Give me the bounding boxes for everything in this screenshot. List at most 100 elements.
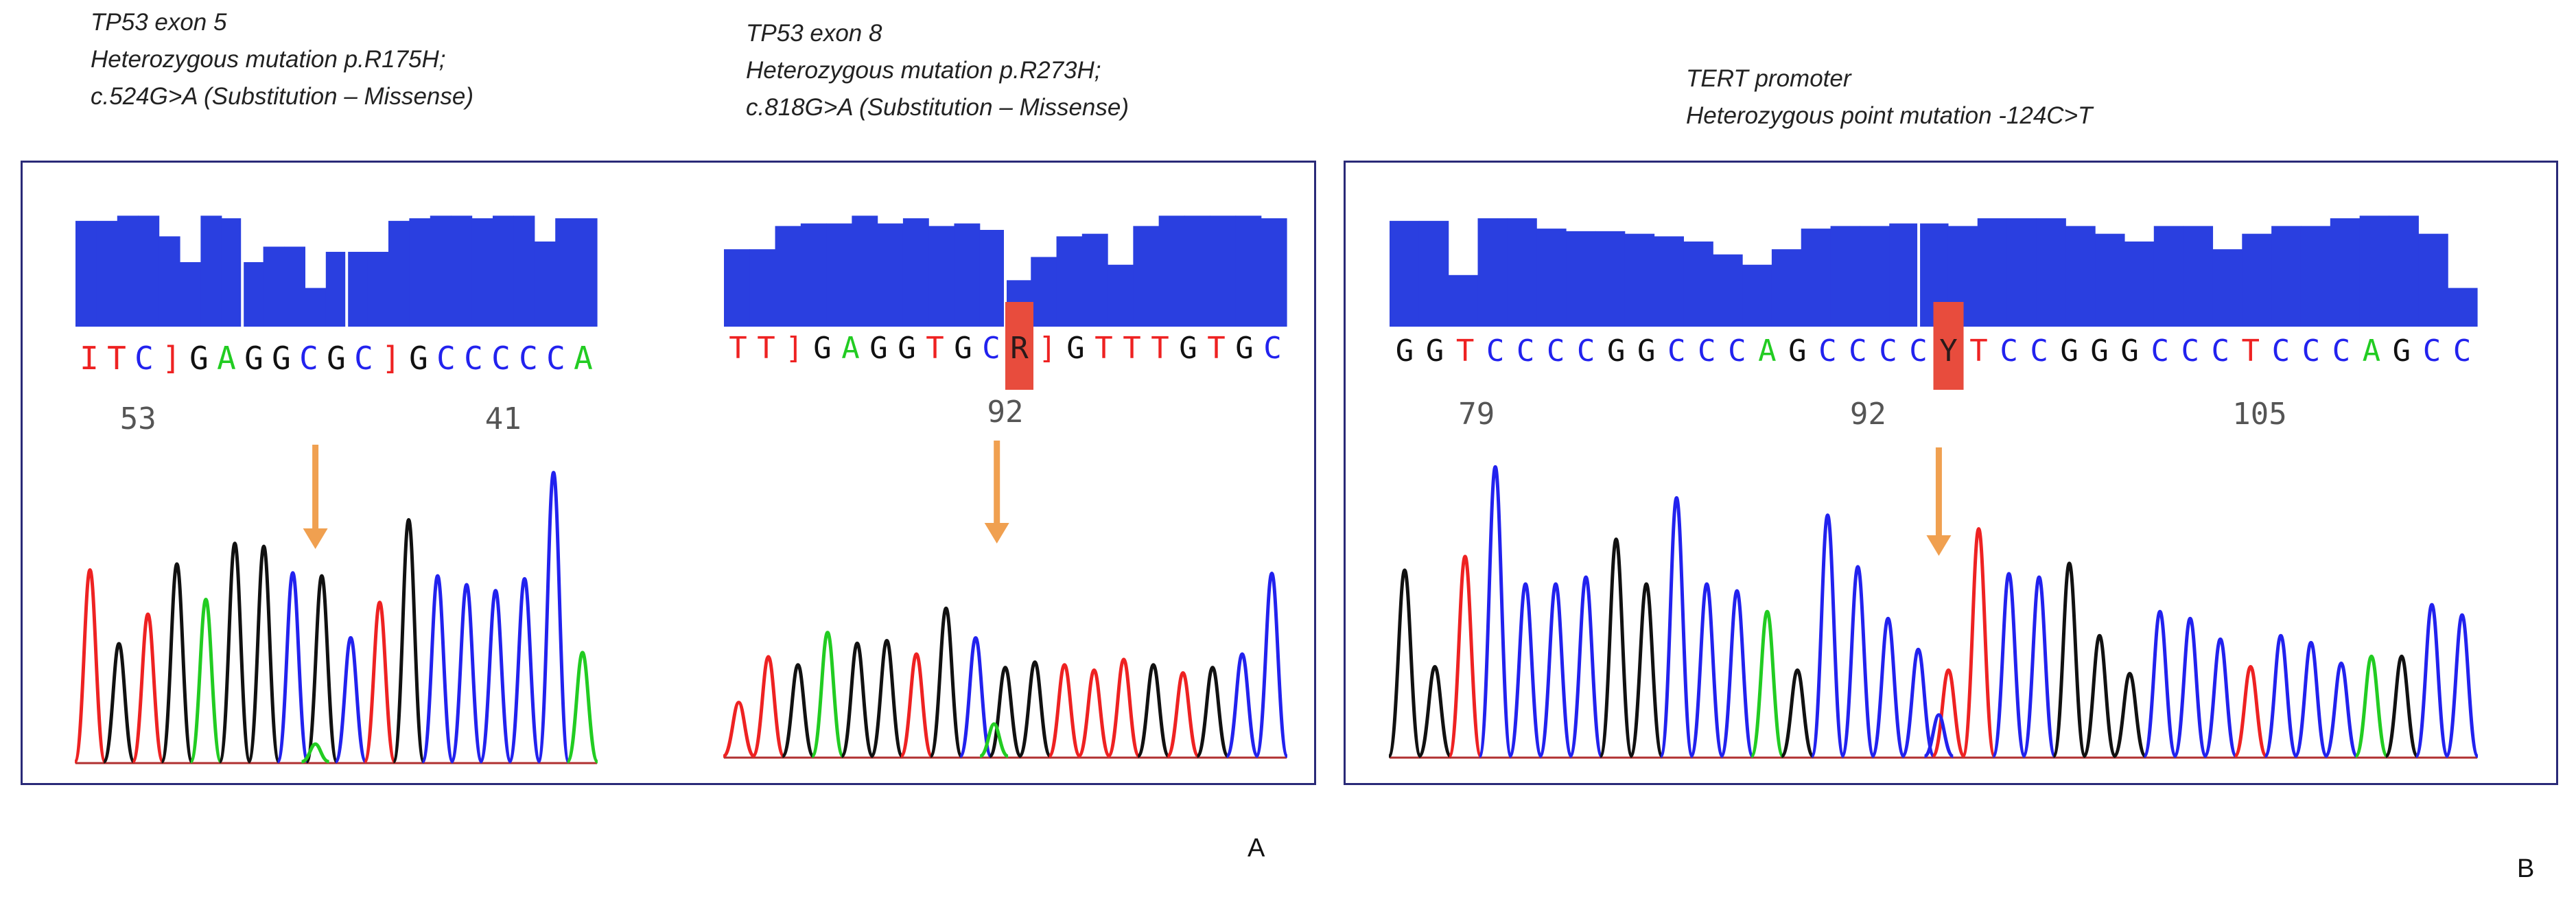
trace-peak <box>869 638 904 758</box>
mutation-arrow <box>303 445 328 549</box>
trace-peak <box>1047 663 1082 758</box>
trace-peak <box>1628 582 1664 758</box>
mutation-arrow <box>1926 447 1952 556</box>
trace-peak <box>1961 527 1997 758</box>
base-call: A <box>841 331 860 366</box>
base-call: T <box>757 331 775 366</box>
trace-peak <box>362 600 397 764</box>
trace-peak <box>1538 582 1573 758</box>
trace-peak <box>958 636 993 758</box>
panel-a-frame <box>21 161 1316 785</box>
trace-peak <box>1077 668 1112 758</box>
quality-bar <box>1448 274 1479 327</box>
quality-bar <box>471 218 493 327</box>
base-call: G <box>954 331 972 366</box>
quality-bar <box>159 236 180 327</box>
trace-peak <box>537 471 571 764</box>
trace-peak <box>2173 616 2208 758</box>
trace-peak <box>1568 575 1604 758</box>
trace-peak <box>2323 661 2359 758</box>
base-call: Y <box>1939 334 1958 369</box>
trace-peak <box>1106 657 1141 758</box>
quality-bar <box>1771 249 1802 327</box>
trace-peak <box>1689 582 1724 758</box>
base-call: C <box>1818 334 1837 369</box>
caption-line: Heterozygous point mutation -124C>T <box>1686 102 2093 129</box>
quality-bar <box>1081 233 1108 327</box>
trace-peak <box>2263 633 2299 758</box>
quality-bar <box>979 230 1006 327</box>
base-call: C <box>1728 334 1746 369</box>
quality-bar <box>1477 218 1508 327</box>
trace-peak <box>722 701 756 758</box>
trace-peak <box>2022 575 2057 758</box>
trace-peak <box>449 583 484 764</box>
quality-bar <box>180 262 201 327</box>
trace-peak <box>1779 668 1815 758</box>
trace-peak <box>1165 670 1200 758</box>
quality-bar <box>1210 215 1237 327</box>
base-call: T <box>1969 334 1988 369</box>
trace-peak <box>131 612 165 764</box>
base-call: G <box>1607 334 1626 369</box>
quality-bar <box>388 220 410 327</box>
trace-peak <box>189 598 223 764</box>
panel-label-b: B <box>2517 854 2535 883</box>
quality-bar <box>2036 218 2066 327</box>
base-call: G <box>1788 334 1807 369</box>
base-call: ] <box>785 331 804 366</box>
quality-bar <box>1133 226 1160 327</box>
base-call: C <box>1486 334 1505 369</box>
trace-peak <box>1477 465 1513 758</box>
quality-bar <box>1713 254 1743 327</box>
quality-bar <box>305 288 327 327</box>
quality-bar <box>2212 249 2243 327</box>
base-call: A <box>1758 334 1777 369</box>
trace-peak <box>1840 565 1875 758</box>
quality-bar <box>1158 215 1185 327</box>
base-call: I <box>80 340 99 377</box>
quality-bar <box>430 215 452 327</box>
base-call: C <box>1517 334 1535 369</box>
quality-bar <box>1418 220 1449 327</box>
base-call: C <box>2453 334 2472 369</box>
trace-peak <box>2082 633 2118 758</box>
base-call: C <box>134 340 154 377</box>
trace-peak <box>565 651 600 764</box>
quality-bar <box>2124 241 2155 327</box>
quality-bar <box>1031 257 1057 327</box>
quality-bar <box>2153 226 2184 327</box>
base-call: R <box>1010 331 1029 366</box>
base-call: C <box>2000 334 2018 369</box>
base-call: G <box>2120 334 2139 369</box>
base-call: G <box>813 331 832 366</box>
quality-bar <box>1683 241 1713 327</box>
base-call: ] <box>382 340 401 377</box>
position-number: 92 <box>1850 397 1886 432</box>
trace-peak <box>333 635 368 764</box>
trace-peak <box>102 642 136 764</box>
minor-peak <box>301 742 330 764</box>
base-call: G <box>244 340 264 377</box>
trace-peak <box>392 517 426 764</box>
minor-peak <box>979 722 1009 758</box>
quality-bar <box>242 262 264 327</box>
quality-bar <box>1566 231 1596 327</box>
quality-bar <box>1977 218 2008 327</box>
trace-peak <box>1508 582 1543 758</box>
quality-bar <box>2330 218 2361 327</box>
base-call: G <box>2393 334 2411 369</box>
quality-bar <box>1860 226 1890 327</box>
base-call: C <box>2302 334 2321 369</box>
trace-peaks <box>722 571 1289 759</box>
base-call: G <box>409 340 428 377</box>
panel-label-a: A <box>1248 834 1265 863</box>
quality-bar <box>2418 233 2448 327</box>
base-call: C <box>1263 331 1282 366</box>
base-call: C <box>1547 334 1565 369</box>
trace-peak <box>780 663 815 758</box>
caption-line: TP53 exon 8 <box>746 20 882 47</box>
quality-bar <box>2448 288 2478 327</box>
quality-bar <box>75 220 97 327</box>
caption-line: TP53 exon 5 <box>91 9 227 36</box>
